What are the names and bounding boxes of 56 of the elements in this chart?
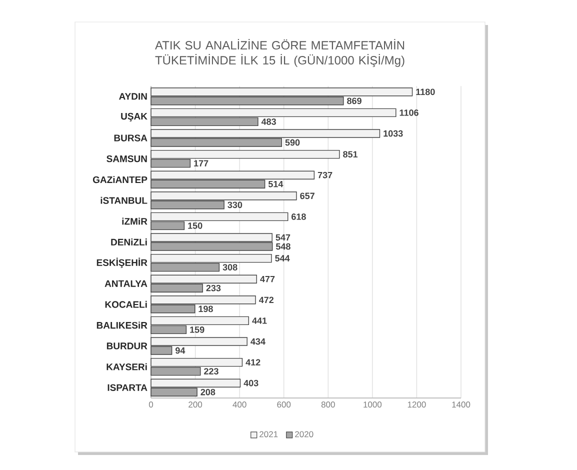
data-label: 548 — [276, 243, 290, 250]
y-tick-label: ANTALYA — [104, 280, 148, 287]
data-label: 657 — [300, 192, 314, 200]
y-tick-label: BALIKESiR — [96, 322, 148, 329]
data-label: 483 — [261, 118, 276, 125]
data-label: 1106 — [400, 110, 418, 116]
y-tick-label: UŞAK — [121, 112, 148, 122]
data-label: 159 — [190, 326, 204, 333]
data-label: 412 — [246, 359, 260, 366]
legend-label: 2021 — [260, 431, 278, 438]
legend-label: 2020 — [295, 431, 314, 438]
data-label: 308 — [222, 264, 238, 270]
y-tick-label: DENiZLi — [111, 238, 147, 246]
y-tick-label: iSTANBUL — [100, 196, 148, 204]
data-label: 330 — [228, 202, 242, 208]
y-tick-label: ESKİŞEHİR — [96, 258, 148, 268]
data-label: 547 — [276, 234, 290, 241]
data-label: 434 — [250, 338, 266, 345]
data-label: 403 — [244, 380, 258, 386]
x-tick-label: 800 — [321, 402, 335, 408]
y-tick-label: AYDIN — [119, 93, 147, 100]
data-label: 150 — [188, 222, 202, 229]
y-tick-label: iZMiR — [122, 218, 148, 225]
data-label: 208 — [200, 388, 216, 396]
y-tick-label: GAZiANTEP — [92, 176, 148, 184]
data-label: 94 — [175, 347, 186, 354]
data-label: 441 — [252, 318, 267, 324]
y-tick-label: SAMSUN — [106, 155, 147, 162]
y-tick-label: KAYSERi — [106, 363, 147, 370]
data-label: 869 — [347, 98, 362, 104]
x-tick-label: 200 — [188, 402, 202, 408]
y-tick-label: BURSA — [114, 134, 148, 142]
chart-title: ATIK SU ANALİZİNE GÖRE METAMFETAMİN TÜKETİMİNDE İLK 15 İL (GÜN/1000 KİŞİ/Mg) — [155, 39, 404, 67]
x-tick-label: 1200 — [408, 402, 426, 408]
x-tick-label: 400 — [232, 402, 246, 408]
data-label: 544 — [275, 255, 290, 262]
data-label: 233 — [206, 284, 221, 292]
data-label: 737 — [318, 172, 332, 178]
data-label: 851 — [343, 151, 358, 158]
data-label: 223 — [204, 368, 218, 374]
x-tick-label: 0 — [148, 402, 154, 408]
x-tick-label: 1000 — [364, 402, 382, 408]
data-label: 514 — [268, 180, 284, 188]
data-label: 198 — [198, 306, 213, 312]
data-label: 590 — [285, 139, 300, 146]
data-label: 1180 — [416, 88, 435, 96]
data-label: 1033 — [384, 130, 403, 137]
data-label: 472 — [259, 296, 274, 304]
y-tick-label: ISPARTA — [108, 384, 148, 391]
x-tick-label: 1400 — [452, 402, 470, 408]
data-label: 618 — [292, 214, 306, 220]
x-tick-label: 600 — [277, 402, 291, 408]
y-tick-label: KOCAELi — [105, 300, 147, 308]
data-label: 477 — [260, 276, 275, 282]
y-tick-label: BURDUR — [106, 342, 148, 350]
data-label: 177 — [194, 160, 208, 166]
